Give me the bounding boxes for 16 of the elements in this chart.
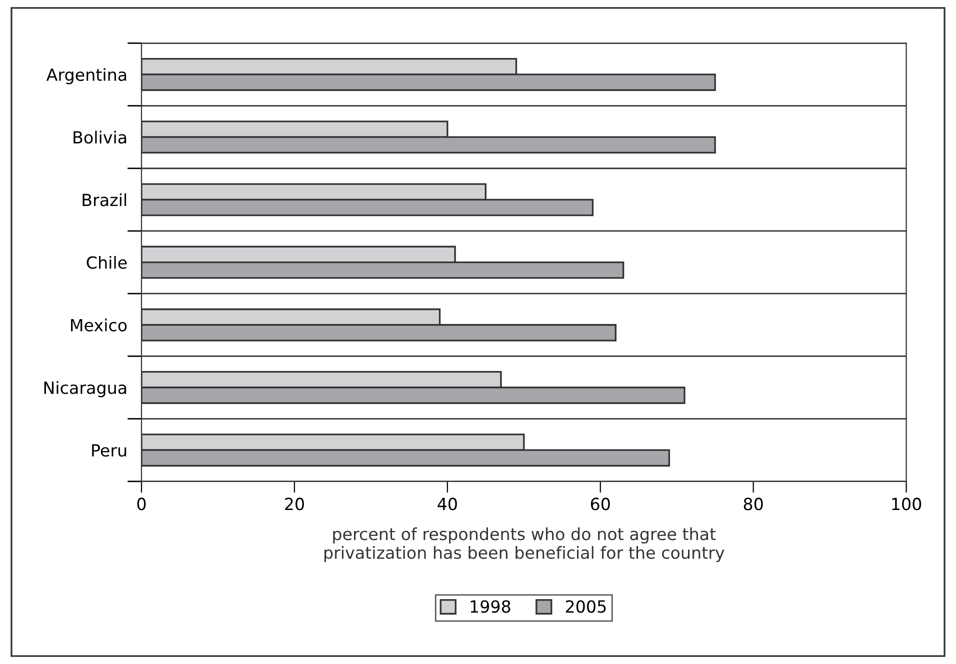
x-tick-label: 80 [744, 498, 763, 510]
legend-label: 1998 [470, 600, 510, 613]
y-tick-label: Mexico [71, 318, 127, 332]
x-axis-title: percent of respondents who do not agree that privatization has been beneficial for the country [324, 527, 724, 562]
y-tick-label: Chile [86, 256, 127, 269]
x-tick-label: 100 [892, 498, 922, 510]
y-tick-label: Nicaragua [44, 381, 126, 398]
x-tick-label: 40 [438, 498, 457, 510]
x-tick-label: 0 [137, 498, 146, 510]
y-tick-label: Bolivia [74, 130, 126, 144]
y-tick-label: Brazil [82, 193, 126, 206]
x-tick-label: 60 [590, 498, 610, 510]
x-tick-label: 20 [285, 498, 304, 510]
y-tick-label: Argentina [46, 68, 126, 84]
legend-label: 2005 [566, 600, 606, 613]
y-tick-label: Peru [92, 444, 126, 457]
